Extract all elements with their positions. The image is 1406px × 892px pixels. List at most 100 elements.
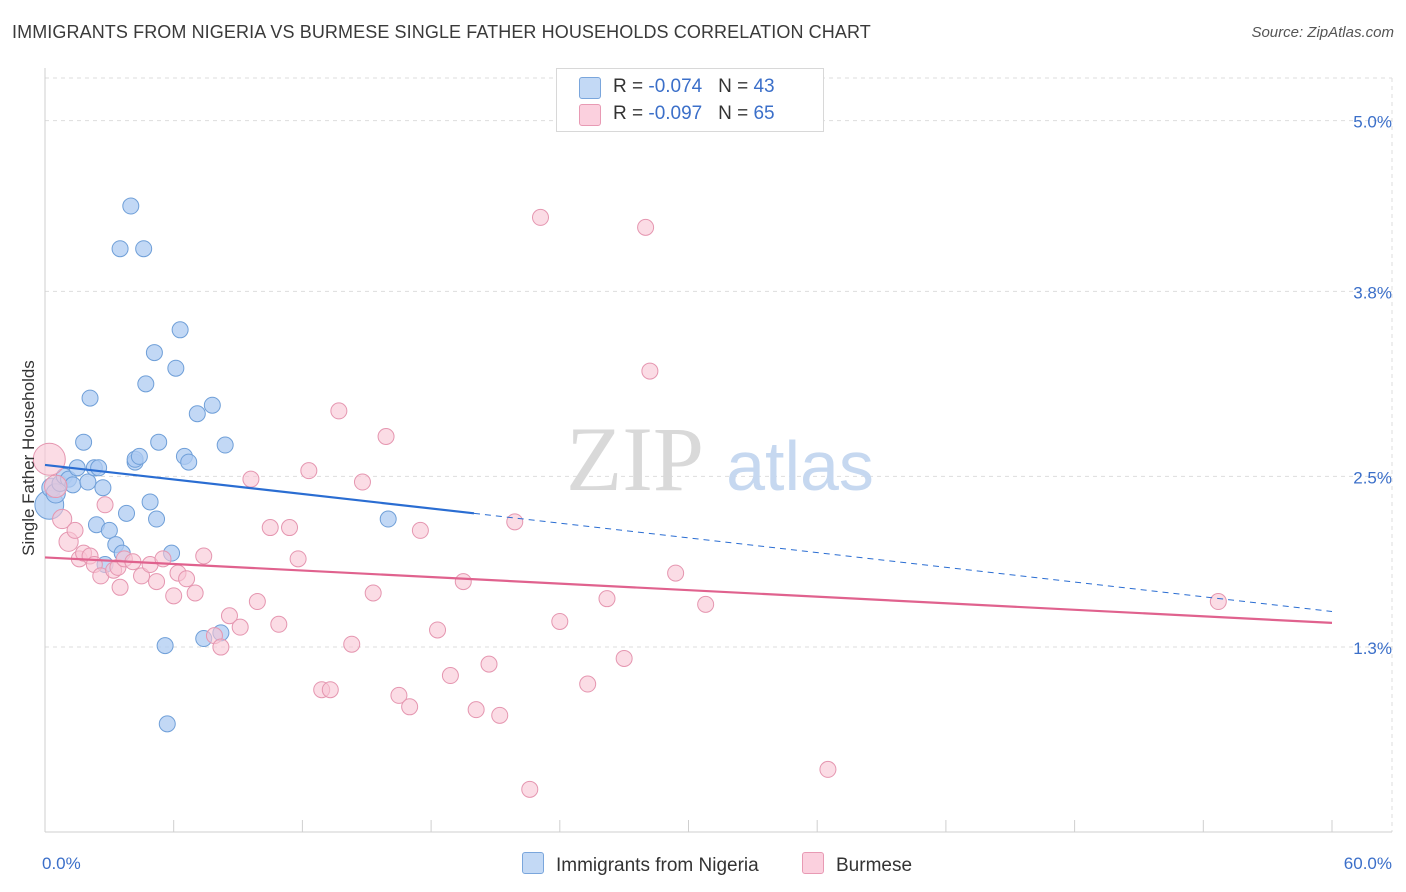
point-burmese (411, 521, 429, 539)
point-burmese (506, 513, 524, 531)
point-nigeria (90, 459, 108, 477)
point-nigeria (141, 493, 159, 511)
point-nigeria (171, 321, 189, 339)
point-nigeria (148, 510, 166, 528)
point-burmese (429, 621, 447, 639)
point-nigeria (94, 479, 112, 497)
point-nigeria (188, 405, 206, 423)
x-tick-label-min: 0.0% (42, 854, 81, 873)
point-burmese (598, 590, 616, 608)
point-burmese (531, 208, 549, 226)
point-burmese (212, 638, 230, 656)
point-burmese (364, 584, 382, 602)
point-burmese (248, 593, 266, 611)
point-nigeria (203, 396, 221, 414)
legend-n-value-burmese: 65 (753, 103, 775, 124)
point-burmese (401, 698, 419, 716)
point-nigeria (100, 521, 118, 539)
point-burmese (480, 655, 498, 673)
point-nigeria (145, 344, 163, 362)
series-burmese-points (32, 208, 1227, 798)
point-burmese (819, 760, 837, 778)
tick-labels: 1.3% 2.5% 3.8% 5.0% 0.0% 60.0% (42, 113, 1392, 873)
point-burmese (491, 706, 509, 724)
bottom-legend-burmese: Burmese (802, 852, 912, 877)
legend-swatch-nigeria (579, 77, 601, 99)
axes (44, 68, 1392, 833)
legend-r-label: R = (613, 76, 649, 97)
trend-line-nigeria-extrapolated (473, 512, 1333, 612)
point-burmese (281, 519, 299, 537)
point-burmese (66, 521, 84, 539)
trend-lines (44, 463, 1333, 624)
point-burmese (1209, 593, 1227, 611)
bottom-legend-swatch-nigeria (522, 852, 544, 874)
bottom-legend-nigeria: Immigrants from Nigeria (522, 852, 759, 877)
bottom-legend-label-burmese: Burmese (836, 855, 913, 876)
y-axis-label: Single Father Households (19, 360, 38, 556)
point-nigeria (167, 359, 185, 377)
point-burmese (242, 470, 260, 488)
point-burmese (641, 362, 659, 380)
point-burmese (300, 462, 318, 480)
y-tick-label: 3.8% (1353, 283, 1392, 302)
point-burmese (441, 667, 459, 685)
point-burmese (697, 595, 715, 613)
point-nigeria (216, 436, 234, 454)
point-burmese (148, 573, 166, 591)
chart-title: IMMIGRANTS FROM NIGERIA VS BURMESE SINGL… (12, 22, 871, 42)
point-burmese (343, 635, 361, 653)
bottom-legend-swatch-burmese (802, 852, 824, 874)
point-nigeria (180, 453, 198, 471)
legend-swatch-burmese (579, 104, 601, 126)
legend-r-label: R = (613, 103, 649, 124)
point-nigeria (75, 433, 93, 451)
point-burmese (32, 442, 66, 476)
point-nigeria (118, 504, 136, 522)
legend-r-value-burmese: -0.097 (648, 103, 703, 124)
point-burmese (377, 428, 395, 446)
point-burmese (615, 649, 633, 667)
point-burmese (579, 675, 597, 693)
point-burmese (454, 573, 472, 591)
point-nigeria (158, 715, 176, 733)
bottom-legend-label-nigeria: Immigrants from Nigeria (556, 855, 759, 876)
point-nigeria (122, 197, 140, 215)
point-burmese (133, 567, 151, 585)
point-burmese (321, 681, 339, 699)
watermark: ZIP atlas (566, 408, 874, 510)
watermark-atlas: atlas (726, 427, 874, 505)
point-burmese (637, 218, 655, 236)
point-burmese (289, 550, 307, 568)
grid-lines (45, 77, 1393, 832)
point-burmese (44, 474, 68, 498)
point-burmese (353, 473, 371, 491)
point-burmese (178, 570, 196, 588)
point-burmese (551, 612, 569, 630)
point-burmese (111, 578, 129, 596)
y-tick-label: 1.3% (1353, 639, 1392, 658)
legend-n-label: N = (718, 103, 754, 124)
point-burmese (467, 701, 485, 719)
point-burmese (667, 564, 685, 582)
point-nigeria (81, 389, 99, 407)
watermark-zip: ZIP (566, 408, 704, 510)
point-burmese (165, 587, 183, 605)
source-label: Source: ZipAtlas.com (1251, 24, 1394, 41)
point-burmese (96, 496, 114, 514)
point-burmese (186, 584, 204, 602)
point-burmese (52, 508, 73, 530)
point-nigeria (137, 375, 155, 393)
point-burmese (195, 547, 213, 565)
point-burmese (261, 519, 279, 537)
legend-r-value-nigeria: -0.074 (648, 76, 703, 97)
point-nigeria (111, 240, 129, 258)
y-tick-label: 2.5% (1353, 468, 1392, 487)
correlation-legend: R = -0.074 N = 43 R = -0.097 N = 65 (556, 68, 824, 132)
point-nigeria (130, 447, 148, 465)
point-burmese (220, 607, 238, 625)
point-nigeria (379, 510, 397, 528)
point-nigeria (156, 637, 174, 655)
trend-line-nigeria (44, 463, 475, 515)
